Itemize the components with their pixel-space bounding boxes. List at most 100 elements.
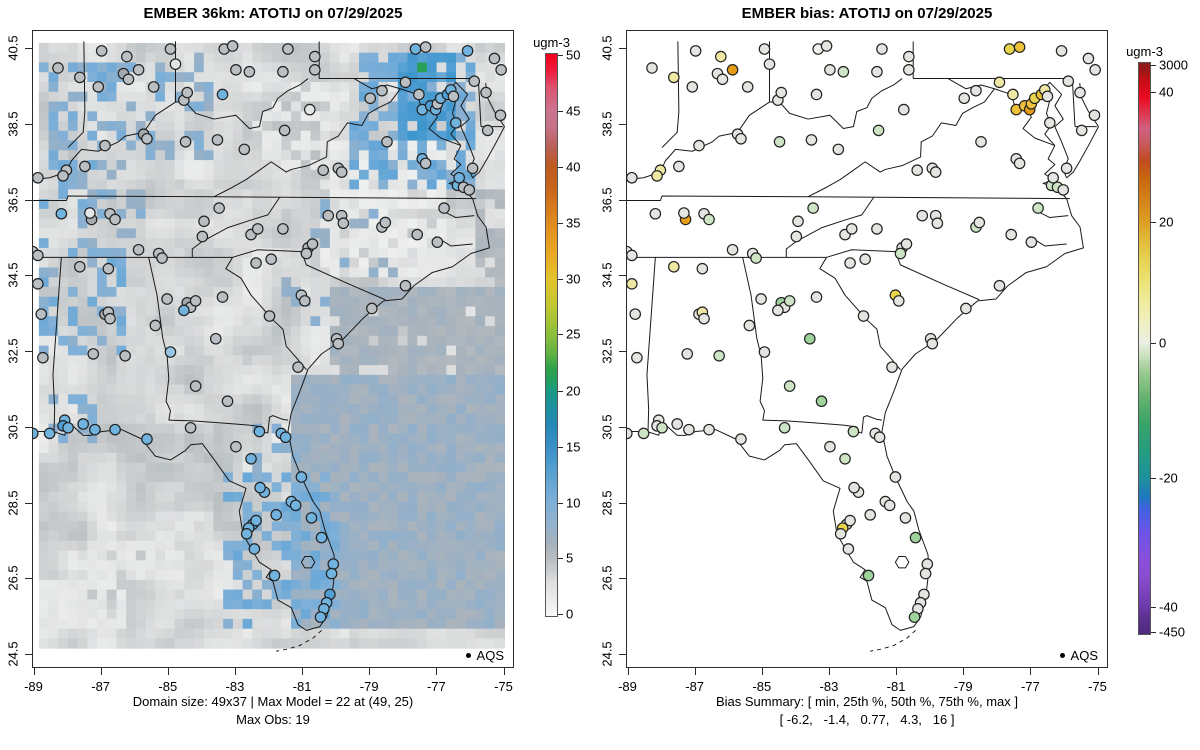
colorbar-tick: [1151, 222, 1156, 224]
x-axis-tick-label: -83: [819, 679, 839, 694]
colorbar-tick: [1151, 477, 1156, 479]
y-axis-tick: [25, 502, 32, 504]
x-axis-tick-label: -75: [1088, 679, 1107, 694]
model-colorbar: [545, 53, 558, 617]
bias-colorbar: [1138, 62, 1151, 635]
y-axis-tick: [619, 578, 626, 580]
y-axis-tick: [25, 654, 32, 655]
x-axis-tick: [896, 668, 898, 675]
y-axis-tick-label: 36.5: [5, 186, 21, 213]
colorbar-tick-label: 0: [566, 606, 574, 622]
y-axis-tick-label: 40.5: [5, 35, 21, 61]
colorbar-tick: [1151, 632, 1156, 634]
colorbar-tick: [558, 390, 563, 392]
colorbar-tick-label: 35: [566, 215, 581, 231]
x-axis-tick-label: -77: [426, 679, 446, 694]
model-caption-line2: Max Obs: 19: [236, 712, 310, 727]
y-axis-tick: [619, 502, 626, 504]
y-axis-tick-label: 32.5: [599, 338, 615, 364]
colorbar-tick: [558, 446, 563, 448]
aqs-marker-icon: [465, 653, 471, 658]
colorbar-tick-label: 5: [566, 550, 574, 566]
colorbar-tick-label: 20: [566, 383, 581, 399]
colorbar-tick: [1151, 606, 1156, 608]
model-colorbar-title: ugm-3: [533, 35, 570, 50]
colorbar-tick-label: 25: [566, 326, 581, 342]
colorbar-tick-label: 40: [566, 159, 581, 175]
y-axis-tick-label: 30.5: [5, 414, 21, 440]
x-axis-tick-label: -85: [158, 679, 178, 694]
colorbar-tick: [558, 502, 563, 504]
colorbar-tick-label: 10: [566, 495, 581, 510]
x-axis-tick-label: -79: [953, 679, 973, 694]
colorbar-tick-label: 0: [1159, 335, 1167, 351]
y-axis-tick-label: 34.5: [599, 262, 615, 288]
panel-model: EMBER 36km: ATOTIJ on 07/29/2025 AQS -89…: [5, 5, 581, 727]
x-axis-tick: [694, 668, 696, 675]
y-axis-tick: [25, 426, 32, 428]
colorbar-tick-label: 3000: [1159, 57, 1188, 73]
x-axis-tick: [33, 668, 35, 675]
y-axis-tick: [619, 654, 626, 655]
colorbar-tick: [1151, 342, 1156, 344]
x-axis-tick: [1097, 668, 1099, 675]
y-axis-tick-label: 38.5: [599, 111, 615, 137]
x-axis-tick-label: -81: [292, 679, 312, 694]
colorbar-tick: [558, 111, 563, 113]
y-axis-tick: [619, 123, 626, 125]
bias-colorbar-title: ugm-3: [1126, 44, 1163, 59]
y-axis-tick-label: 32.5: [5, 338, 21, 364]
x-axis-tick: [627, 668, 629, 675]
y-axis-tick: [25, 578, 32, 580]
x-axis-tick-label: -89: [24, 679, 43, 694]
colorbar-tick: [558, 614, 563, 616]
y-axis-tick: [25, 199, 32, 201]
colorbar-tick-label: -20: [1159, 470, 1178, 486]
colorbar-tick-label: 30: [566, 271, 581, 287]
bias-caption-line2: [ -6.2, -1.4, 0.77, 4.3, 16 ]: [779, 712, 955, 727]
x-axis-tick: [1030, 668, 1032, 675]
x-axis-tick: [963, 668, 965, 675]
aqs-marker-icon: [1059, 653, 1065, 658]
y-axis-tick: [619, 199, 626, 201]
aqs-legend-label: AQS: [476, 648, 504, 663]
colorbar-tick: [1151, 64, 1156, 66]
model-caption-line1: Domain size: 49x37 | Max Model = 22 at (…: [132, 694, 414, 709]
bias-map-canvas: [627, 31, 1109, 669]
y-axis-tick: [619, 426, 626, 428]
y-axis-tick-label: 30.5: [599, 414, 615, 440]
aqs-legend: AQS: [1059, 648, 1098, 663]
y-axis-tick: [25, 48, 32, 49]
model-map-canvas: [33, 31, 515, 669]
x-axis-tick: [234, 668, 236, 675]
y-axis-tick: [25, 351, 32, 352]
x-axis-tick: [828, 668, 830, 675]
aqs-legend: AQS: [465, 648, 504, 663]
colorbar-tick-label: 50: [566, 47, 581, 63]
x-axis-tick: [167, 668, 169, 675]
y-axis-tick-label: 24.5: [599, 641, 615, 667]
y-axis-tick-label: 28.5: [599, 489, 615, 516]
colorbar-tick-label: -450: [1159, 624, 1186, 640]
x-axis-tick-label: -89: [618, 679, 637, 694]
x-axis-tick-label: -77: [1020, 679, 1040, 694]
y-axis-tick-label: 26.5: [599, 565, 615, 591]
x-axis-tick-label: -85: [752, 679, 772, 694]
colorbar-tick: [558, 334, 563, 336]
model-plot-area: AQS: [32, 30, 515, 669]
colorbar-tick: [1151, 91, 1156, 93]
colorbar-tick-label: 15: [566, 439, 581, 455]
colorbar-tick-label: 40: [1159, 84, 1174, 100]
y-axis-tick-label: 36.5: [599, 186, 615, 213]
panel-model-title: EMBER 36km: ATOTIJ on 07/29/2025: [143, 5, 403, 22]
y-axis-tick-label: 34.5: [5, 262, 21, 288]
x-axis-tick-label: -87: [685, 679, 705, 694]
colorbar-tick: [558, 55, 563, 57]
x-axis-tick: [436, 668, 438, 675]
bias-caption-line1: Bias Summary: [ min, 25th %, 50th %, 75t…: [715, 694, 1018, 709]
x-axis-tick: [100, 668, 102, 675]
y-axis-tick: [619, 351, 626, 352]
aqs-legend-label: AQS: [1070, 648, 1098, 663]
x-axis-tick-label: -83: [225, 679, 245, 694]
